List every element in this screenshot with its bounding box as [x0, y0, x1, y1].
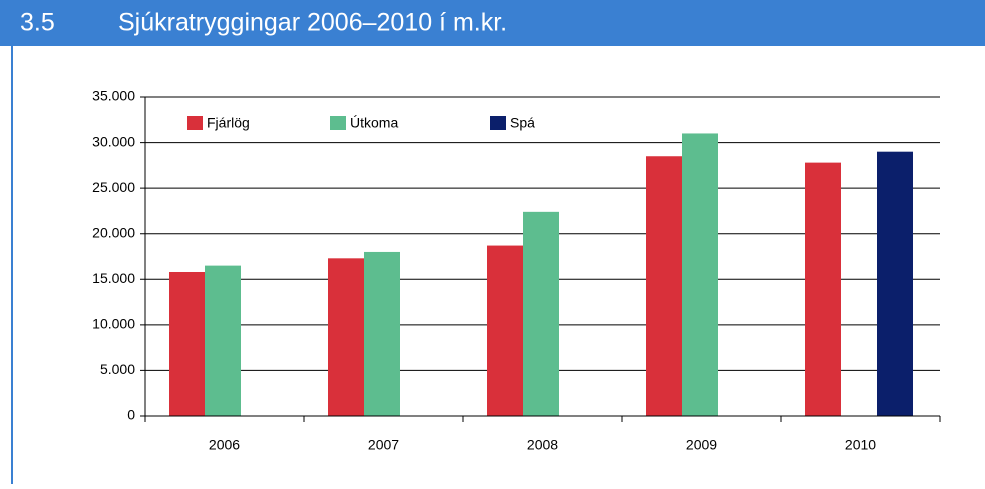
- legend-swatch: [330, 116, 346, 130]
- x-tick-label: 2006: [209, 437, 240, 453]
- bar: [646, 156, 682, 416]
- y-tick-label: 15.000: [92, 270, 135, 286]
- legend-label: Fjárlög: [207, 115, 250, 131]
- bar: [487, 245, 523, 416]
- x-tick-label: 2010: [845, 437, 876, 453]
- bar: [877, 151, 913, 416]
- bar: [364, 251, 400, 416]
- legend-swatch: [187, 116, 203, 130]
- legend-swatch: [490, 116, 506, 130]
- bar: [328, 258, 364, 416]
- header-title: Sjúkratryggingar 2006–2010 í m.kr.: [118, 9, 507, 37]
- bar: [805, 162, 841, 416]
- x-tick-label: 2007: [368, 437, 399, 453]
- bar: [682, 133, 718, 416]
- x-tick-label: 2008: [527, 437, 558, 453]
- bar: [169, 271, 205, 416]
- y-tick-label: 0: [127, 407, 135, 423]
- y-tick-label: 10.000: [92, 316, 135, 332]
- y-tick-label: 35.000: [92, 88, 135, 104]
- y-tick-label: 25.000: [92, 179, 135, 195]
- x-tick-label: 2009: [686, 437, 717, 453]
- header-band: [0, 0, 985, 46]
- bar: [523, 211, 559, 416]
- y-tick-label: 30.000: [92, 133, 135, 149]
- bar: [205, 265, 241, 416]
- y-tick-label: 20.000: [92, 224, 135, 240]
- header-number: 3.5: [20, 9, 55, 37]
- y-tick-label: 5.000: [100, 361, 135, 377]
- legend-label: Útkoma: [350, 115, 398, 131]
- legend-label: Spá: [510, 115, 535, 131]
